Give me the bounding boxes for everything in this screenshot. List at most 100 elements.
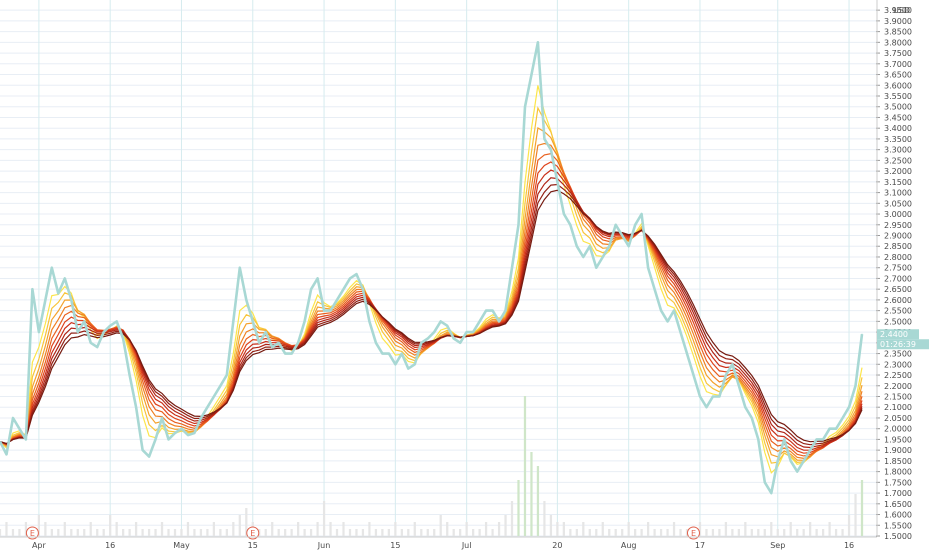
volume-bar [0, 529, 2, 536]
y-tick-label: 1.6500 [884, 500, 912, 509]
price-point [563, 213, 565, 215]
volume-bar [219, 529, 222, 536]
y-tick-label: 1.5000 [884, 532, 912, 541]
volume-bar [821, 529, 825, 536]
volume-bar [614, 529, 617, 536]
price-point [375, 342, 377, 344]
price-point [751, 417, 753, 419]
volume-bar [549, 515, 553, 536]
price-point [252, 320, 254, 322]
volume-bar [439, 515, 442, 536]
volume-bar [847, 515, 851, 536]
price-point [854, 385, 857, 387]
y-tick-label: 2.9500 [884, 221, 912, 230]
volume-bar [361, 529, 365, 536]
volume-bar [796, 529, 799, 536]
price-point [556, 181, 558, 183]
grid [0, 0, 876, 537]
volume-bar [646, 522, 650, 536]
price-point [116, 320, 118, 322]
y-tick-label: 3.6500 [884, 71, 912, 80]
price-point [472, 331, 474, 333]
earnings-marker[interactable] [686, 526, 700, 540]
x-tick-label: 16 [844, 541, 854, 550]
price-point [64, 277, 66, 280]
y-tick-label: 3.1500 [884, 178, 912, 187]
price-point [51, 267, 53, 269]
volume-bar [763, 529, 766, 536]
price-point [453, 337, 455, 340]
price-point [595, 267, 597, 269]
y-tick-label: 1.6000 [884, 511, 912, 520]
y-tick-label: 2.3000 [884, 360, 912, 369]
volume-bar [160, 522, 164, 536]
earnings-marker-label: E [250, 529, 255, 538]
price-point [129, 374, 131, 376]
price-point [764, 481, 766, 483]
volume-bar [387, 529, 390, 536]
price-point [414, 363, 416, 365]
earnings-marker-label: E [30, 529, 35, 538]
volume-bar [569, 529, 572, 536]
ma-ribbon-line [0, 152, 863, 457]
price-point [141, 449, 144, 451]
y-tick-label: 2.2500 [884, 371, 912, 380]
price-point [440, 320, 442, 322]
y-tick-label: 3.0000 [884, 210, 912, 219]
y-tick-label: 2.1000 [884, 403, 912, 412]
price-point [213, 395, 215, 398]
price-point [154, 438, 157, 441]
price-point [686, 352, 688, 355]
earnings-marker[interactable] [246, 526, 260, 540]
volume-bar [789, 522, 792, 536]
x-tick-label: Jun [317, 541, 331, 550]
last-price-tag: 2.4400 01:26:39 [877, 329, 929, 350]
price-point [744, 406, 746, 408]
volume-bar [459, 529, 462, 536]
price-point [738, 385, 740, 387]
volume-bar [154, 529, 157, 536]
volume-bar [543, 501, 546, 536]
volume-bar [608, 529, 611, 536]
y-tick-label: 2.7000 [884, 274, 912, 283]
x-tick-label: 15 [390, 541, 400, 550]
y-tick-label: 2.7500 [884, 264, 912, 273]
price-point [18, 428, 21, 430]
volume-bar [465, 522, 468, 536]
volume-bar [206, 529, 209, 536]
y-tick-label: 2.5500 [884, 307, 912, 316]
earnings-marker[interactable] [25, 526, 39, 540]
y-tick-label: 3.7500 [884, 49, 912, 58]
volume-bar [478, 529, 481, 536]
price-point [628, 245, 630, 247]
price-point [291, 352, 293, 355]
volume-bar [342, 522, 345, 536]
volume-bar [232, 522, 235, 536]
volume-bar [394, 522, 397, 536]
volume-bar [452, 529, 455, 536]
price-point [498, 320, 500, 322]
volume-bar [407, 529, 410, 536]
x-axis[interactable]: Apr 16 May 15 Jun 15 Jul 20 Aug 17 Sep 16 [0, 536, 877, 550]
price-point [103, 331, 105, 333]
volume-bar [575, 529, 578, 536]
volume-bar [562, 522, 565, 536]
x-tick-label: 15 [248, 541, 258, 550]
price-point [329, 310, 332, 312]
volume-bar [834, 529, 838, 536]
price-point [226, 374, 228, 376]
price-point [666, 320, 669, 322]
x-tick-label: Apr [32, 541, 47, 550]
price-point [822, 438, 824, 441]
volume-bar [335, 529, 339, 536]
volume-bar [621, 529, 624, 536]
volume-bar [718, 529, 721, 536]
price-point [524, 106, 526, 108]
volume-bar [491, 529, 494, 536]
price-point [777, 460, 779, 462]
y-tick-label: 1.7500 [884, 478, 912, 487]
